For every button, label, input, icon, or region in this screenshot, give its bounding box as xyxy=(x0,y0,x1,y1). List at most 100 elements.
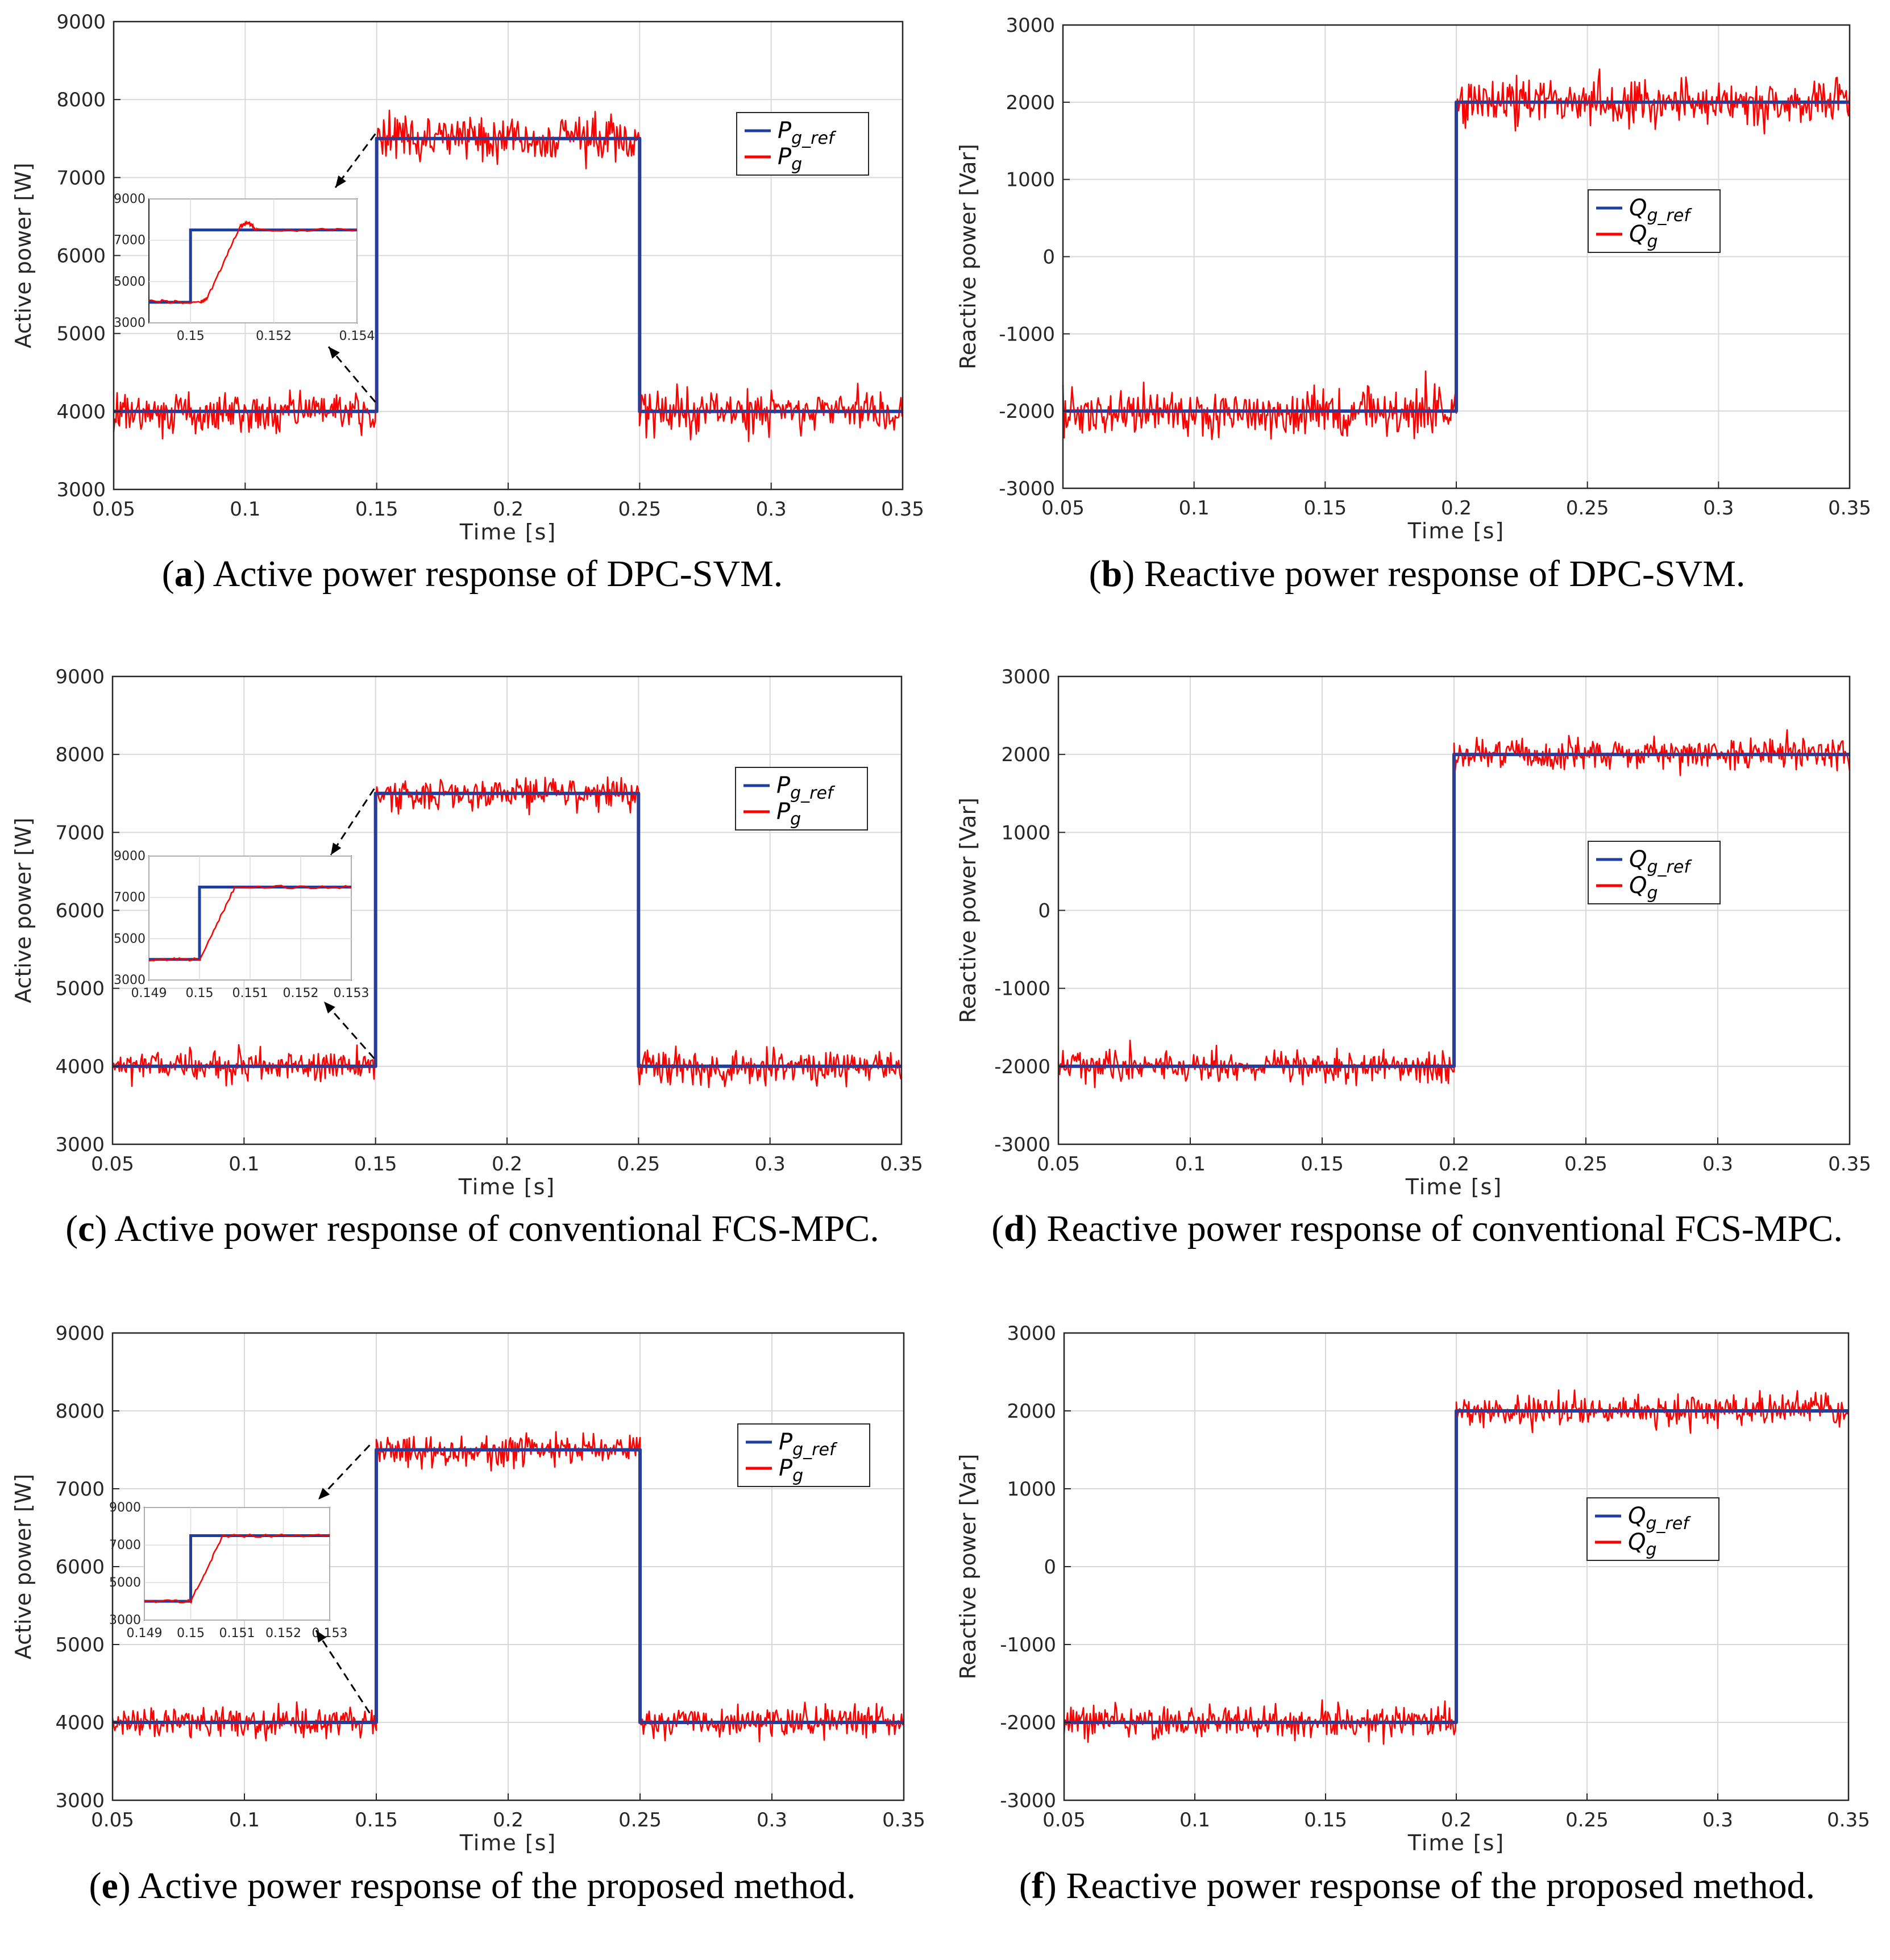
x-tick-label: 0.15 xyxy=(1301,1153,1344,1176)
chart-c: 0.05 0.1 0.15 0.2 0.25 0.3 0.35 3000 4000 5000 600… xyxy=(11,666,923,1199)
inset-x-tick-label: 0.151 xyxy=(219,1626,255,1641)
x-tick-label: 0.05 xyxy=(92,498,135,521)
x-axis-label: Time [s] xyxy=(459,520,557,545)
inset-series-actual xyxy=(144,1533,330,1604)
legend-box xyxy=(736,112,869,176)
caption-text: Active power response of DPC-SVM. xyxy=(213,553,783,595)
y-tick-label: 9000 xyxy=(55,1322,105,1345)
x-tick-label: 0.15 xyxy=(1303,497,1347,520)
x-tick-label: 0.35 xyxy=(881,498,924,521)
inset-y-tick-label: 5000 xyxy=(114,275,146,289)
x-tick-label: 0.3 xyxy=(757,1809,787,1832)
zoom-pointer-line xyxy=(315,1630,371,1714)
series-reference-overlay xyxy=(1064,1409,1849,1724)
x-tick-label: 0.3 xyxy=(1703,497,1734,520)
series-pg xyxy=(112,776,902,1089)
inset-zoom: 0.15 0.152 0.154 3000 5000 7000 9000 xyxy=(114,192,375,343)
y-tick-label: 2000 xyxy=(1006,92,1055,114)
x-tick-label: 0.1 xyxy=(1175,1153,1206,1176)
series-pg xyxy=(111,1431,905,1743)
inset-y-tick-label: 9000 xyxy=(114,849,146,863)
y-tick-label: 4000 xyxy=(55,1056,105,1078)
y-axis-label: Reactive power [Var] xyxy=(956,144,981,369)
inset-y-tick-label: 7000 xyxy=(109,1538,141,1552)
caption-text: Reactive power response of conventional … xyxy=(1046,1208,1843,1249)
legend-label: Pg xyxy=(778,144,802,175)
x-tick-label: 0.05 xyxy=(1042,1809,1086,1832)
inset-series-actual xyxy=(148,885,352,962)
zoom-pointer-arrowhead xyxy=(335,175,346,188)
y-tick-label: 7000 xyxy=(55,821,105,844)
x-tick-label: 0.05 xyxy=(1037,1153,1080,1176)
zoom-pointer-arrowhead xyxy=(331,842,342,855)
y-tick-label: 4000 xyxy=(56,401,106,423)
caption-paren: ) xyxy=(193,553,213,595)
y-tick-label: 9000 xyxy=(56,11,106,34)
x-tick-label: 0.3 xyxy=(1702,1153,1733,1176)
inset-x-tick-label: 0.149 xyxy=(127,1626,163,1641)
x-tick-label: 0.1 xyxy=(229,1809,260,1832)
x-tick-label: 0.3 xyxy=(756,498,787,521)
series-pg xyxy=(113,109,903,442)
legend-label: Pg_ref xyxy=(778,118,837,148)
y-tick-label: 2000 xyxy=(1001,744,1050,766)
caption-paren: ( xyxy=(161,553,175,595)
inset-x-tick-label: 0.149 xyxy=(131,986,167,1000)
y-tick-label: 5000 xyxy=(55,1634,105,1656)
panel-f: 0.05 0.1 0.15 0.2 0.25 0.3 0.35 -3000 -2000 -1000… xyxy=(945,1312,1889,1960)
legend-label: Qg xyxy=(1629,873,1658,903)
x-tick-label: 0.2 xyxy=(493,498,524,521)
legend-box xyxy=(1588,189,1721,253)
caption-d: (d) Reactive power response of conventio… xyxy=(945,1207,1889,1251)
x-tick-label: 0.1 xyxy=(1179,497,1210,520)
y-tick-label: -3000 xyxy=(999,477,1055,500)
x-tick-label: 0.25 xyxy=(617,1153,660,1176)
y-axis-label: Reactive power [Var] xyxy=(956,798,981,1023)
inset-y-tick-label: 9000 xyxy=(114,192,146,206)
caption-letter: e xyxy=(101,1865,118,1907)
x-tick-label: 0.25 xyxy=(618,498,661,521)
caption-letter: d xyxy=(1004,1208,1025,1249)
caption-c: (c) Active power response of conventiona… xyxy=(0,1207,945,1251)
y-tick-label: -2000 xyxy=(1000,1712,1056,1734)
caption-paren: ) xyxy=(1122,553,1144,595)
y-tick-label: 3000 xyxy=(56,479,106,501)
x-tick-label: 0.35 xyxy=(882,1809,925,1832)
caption-paren: ) xyxy=(94,1208,115,1249)
inset-x-tick-label: 0.154 xyxy=(339,329,375,343)
y-tick-label: -1000 xyxy=(999,323,1055,346)
y-tick-label: 0 xyxy=(1038,900,1050,923)
y-tick-label: 4000 xyxy=(55,1712,105,1734)
x-tick-label: 0.15 xyxy=(355,1809,398,1832)
y-axis-label: Active power [W] xyxy=(11,163,36,348)
zoom-pointer-arrowhead xyxy=(329,347,340,359)
series-reference-overlay xyxy=(114,137,903,413)
y-tick-label: -2000 xyxy=(999,400,1055,423)
inset-x-tick-label: 0.152 xyxy=(256,329,292,343)
y-tick-label: 6000 xyxy=(56,245,106,268)
y-tick-label: 3000 xyxy=(1001,666,1050,688)
x-axis-label: Time [s] xyxy=(459,1830,557,1855)
caption-text: Active power response of conventional FC… xyxy=(114,1208,879,1249)
legend-label: Pg xyxy=(776,799,801,829)
x-tick-label: 0.35 xyxy=(1828,497,1871,520)
caption-text: Active power response of the proposed me… xyxy=(138,1865,856,1907)
x-tick-label: 0.1 xyxy=(230,498,260,521)
caption-f: (f) Reactive power response of the propo… xyxy=(945,1865,1889,1908)
caption-paren: ) xyxy=(118,1865,138,1907)
legend-box xyxy=(1588,841,1721,904)
y-tick-label: -3000 xyxy=(994,1133,1050,1156)
inset-y-tick-label: 7000 xyxy=(114,891,146,905)
caption-text: Reactive power response of DPC-SVM. xyxy=(1144,553,1746,595)
x-tick-label: 0.25 xyxy=(1565,1809,1609,1832)
caption-paren: ) xyxy=(1024,1208,1047,1249)
x-tick-label: 0.25 xyxy=(618,1809,662,1832)
inset-y-tick-label: 5000 xyxy=(114,932,146,946)
y-tick-label: 8000 xyxy=(55,744,105,766)
